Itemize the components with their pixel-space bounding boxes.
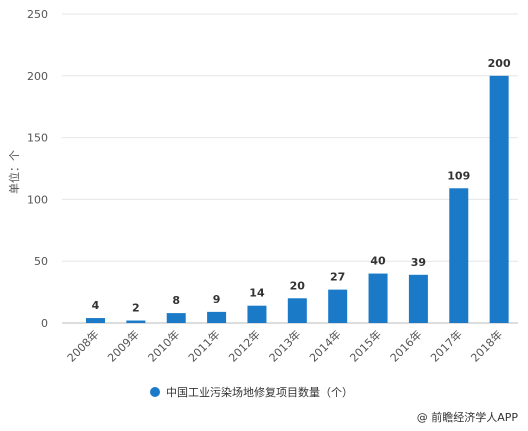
x-tick-labels: 2008年 2009年 2010年 2011年 2012年 2013年 2014年 2015年… xyxy=(64,327,505,364)
data-label: 2 xyxy=(132,302,140,315)
data-label: 200 xyxy=(488,57,511,70)
x-tick-label: 2017年 xyxy=(427,327,464,364)
x-tick-label: 2011年 xyxy=(185,327,222,364)
data-label: 20 xyxy=(290,279,306,292)
grid-lines xyxy=(62,13,518,324)
bar xyxy=(86,318,105,323)
x-tick-label: 2013年 xyxy=(266,327,303,364)
x-tick-label: 2018年 xyxy=(468,327,505,364)
bar xyxy=(247,305,267,323)
data-label: 4 xyxy=(92,299,100,312)
data-label: 9 xyxy=(213,293,221,306)
y-tick-label: 100 xyxy=(27,193,48,206)
data-labels: 4 2 8 9 14 20 27 40 39 109 200 xyxy=(92,57,511,315)
y-tick-label: 150 xyxy=(27,132,48,145)
x-tick-label: 2016年 xyxy=(387,327,424,364)
x-tick-label: 2010年 xyxy=(145,327,182,364)
y-tick-label: 250 xyxy=(27,8,48,21)
y-tick-label: 50 xyxy=(34,255,48,268)
y-axis-label: 单位：个 xyxy=(7,150,21,194)
x-tick-label: 2012年 xyxy=(226,327,263,364)
data-label: 39 xyxy=(411,256,426,269)
legend: 中国工业污染场地修复项目数量（个） xyxy=(150,384,353,400)
y-tick-label: 0 xyxy=(41,317,48,330)
bar xyxy=(489,75,509,323)
bar xyxy=(368,273,388,323)
data-label: 14 xyxy=(249,287,265,300)
bar xyxy=(166,313,186,323)
bar xyxy=(328,289,348,323)
bar xyxy=(287,298,307,323)
y-tick-labels: 0 50 100 150 200 250 xyxy=(27,8,48,330)
data-label: 40 xyxy=(370,255,386,268)
bar xyxy=(408,274,428,323)
x-tick-label: 2015年 xyxy=(347,327,384,364)
bar xyxy=(449,188,469,323)
bar xyxy=(207,311,227,323)
source-credit: @ 前瞻经济学人APP xyxy=(416,411,518,424)
legend-label: 中国工业污染场地修复项目数量（个） xyxy=(166,386,353,399)
data-label: 109 xyxy=(447,169,470,182)
x-tick-label: 2009年 xyxy=(105,327,142,364)
bars xyxy=(86,75,509,323)
data-label: 27 xyxy=(330,271,345,284)
legend-marker xyxy=(150,387,160,397)
bar xyxy=(126,320,146,323)
data-label: 8 xyxy=(172,294,180,307)
x-tick-label: 2014年 xyxy=(306,327,343,364)
x-tick-label: 2008年 xyxy=(64,327,101,364)
y-tick-label: 200 xyxy=(27,70,48,83)
